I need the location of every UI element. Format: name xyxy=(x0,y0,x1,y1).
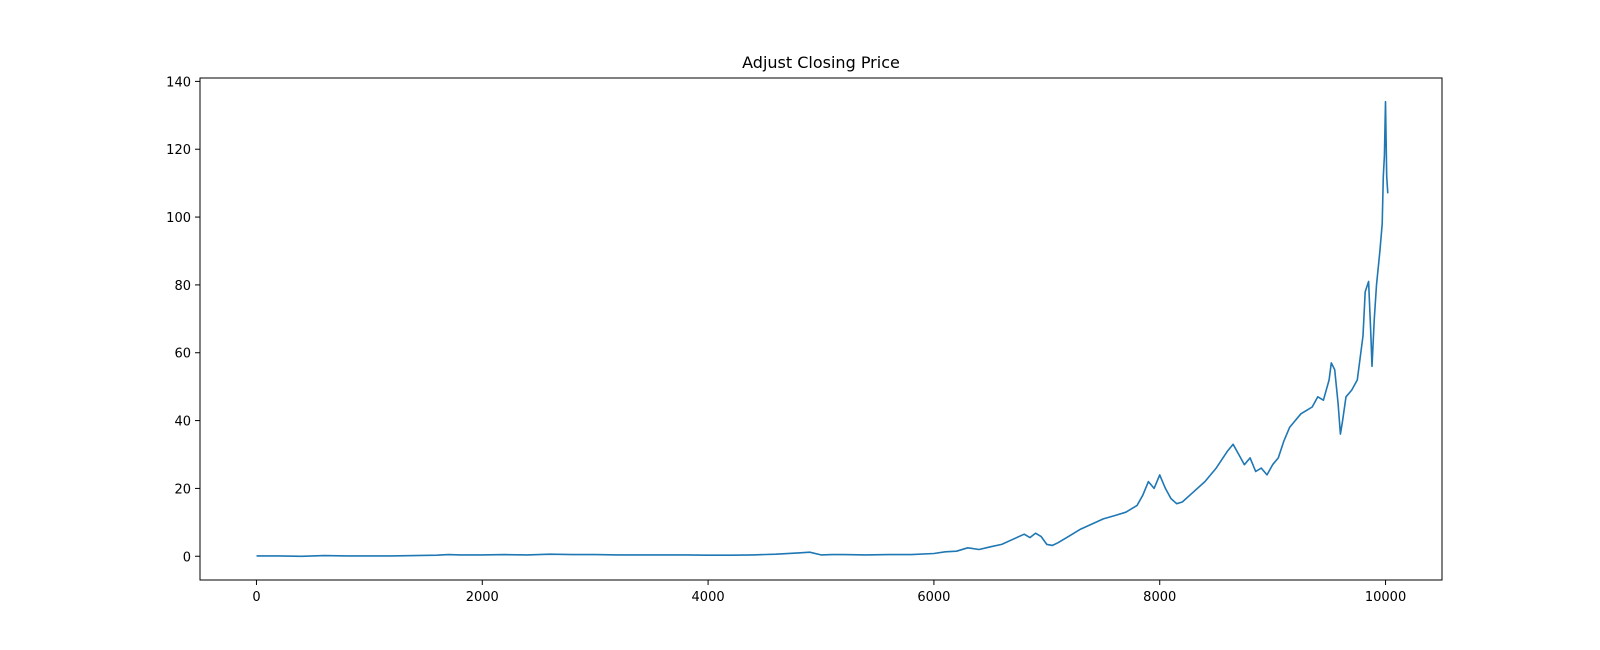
y-axis: 0 20 40 60 80 100 120 140 xyxy=(166,75,200,565)
x-tick-label: 6000 xyxy=(917,590,950,605)
x-tick-label: 8000 xyxy=(1143,590,1176,605)
series-line-0 xyxy=(256,100,1389,558)
y-tick-label: 120 xyxy=(166,143,191,158)
plot-series xyxy=(256,100,1389,558)
chart-title: Adjust Closing Price xyxy=(742,53,900,72)
x-tick-label: 0 xyxy=(252,590,260,605)
plot-frame xyxy=(199,77,1443,581)
y-tick-label: 100 xyxy=(166,211,191,226)
y-tick-label: 140 xyxy=(166,75,191,90)
y-tick-label: 0 xyxy=(183,550,191,565)
y-tick-label: 80 xyxy=(174,279,191,294)
y-tick-label: 20 xyxy=(174,482,191,497)
x-tick-label: 4000 xyxy=(692,590,725,605)
y-tick-label: 40 xyxy=(174,415,191,430)
x-axis: 0 2000 4000 6000 8000 10000 xyxy=(252,580,1406,605)
y-tick-label: 60 xyxy=(174,347,191,362)
x-tick-label: 10000 xyxy=(1365,590,1406,605)
x-tick-label: 2000 xyxy=(466,590,499,605)
